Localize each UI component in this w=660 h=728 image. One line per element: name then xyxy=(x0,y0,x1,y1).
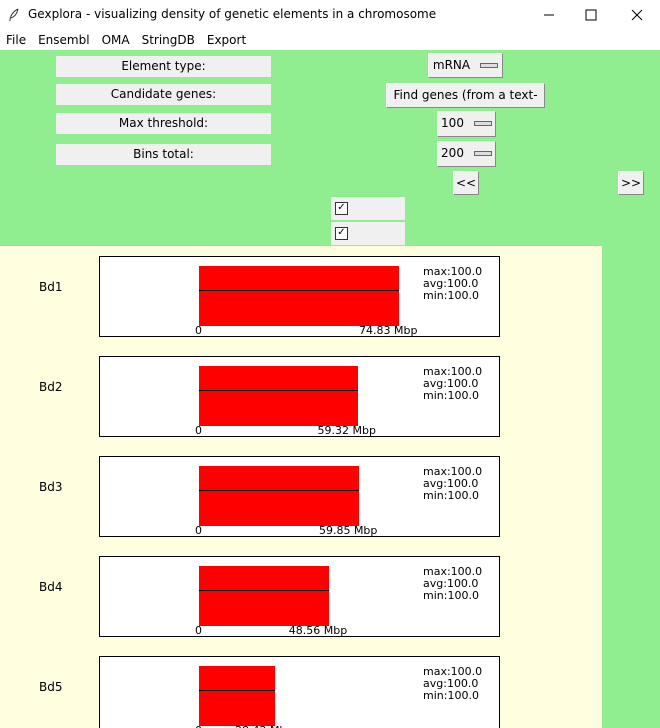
option-text: 200 xyxy=(441,146,464,160)
start-label: 0 xyxy=(195,524,202,537)
menu-item[interactable]: Ensembl xyxy=(38,33,90,47)
line-chart xyxy=(199,290,399,291)
start-label: 0 xyxy=(195,624,202,637)
stat-label: min:100.0 xyxy=(423,589,479,602)
stat-label: max:100.0 xyxy=(423,265,483,278)
label: Bins total: xyxy=(56,144,271,165)
chromosome-name: Bd4 xyxy=(39,580,63,594)
stat-label: min:100.0 xyxy=(423,389,479,402)
heatmap-checkbox[interactable]: ✓Heatmap xyxy=(331,222,405,263)
menu-item[interactable]: StringDB xyxy=(141,33,195,47)
chromosome-box: 0 48.56 Mbp max:100.0 avg:100.0 min:100.0 xyxy=(99,556,500,637)
stat-label: avg:100.0 xyxy=(423,577,479,590)
start-label: 0 xyxy=(195,725,202,728)
chromosome-name: Bd2 xyxy=(39,380,63,394)
app-icon xyxy=(9,8,19,22)
chromosome-box: 0 59.85 Mbp max:100.0 avg:100.0 min:100.0 xyxy=(99,456,500,537)
label: Candidate genes: xyxy=(56,84,271,105)
stat-label: min:100.0 xyxy=(423,289,479,302)
chromosome-name: Bd1 xyxy=(39,280,63,294)
chromosome-box: 0 74.83 Mbp max:100.0 avg:100.0 min:100.0 xyxy=(99,256,500,337)
density-bar xyxy=(199,566,329,626)
option-text: 100 xyxy=(441,116,464,130)
stat-label: min:100.0 xyxy=(423,489,479,502)
stat-label: avg:100.0 xyxy=(423,677,479,690)
label: Element type: xyxy=(56,56,271,77)
length-label: 59.85 Mbp xyxy=(318,524,378,537)
menu-item[interactable]: Export xyxy=(206,33,247,47)
option-text: mRNA xyxy=(432,58,471,72)
stat-label: max:100.0 xyxy=(423,465,483,478)
density-bar xyxy=(199,366,358,426)
next-button[interactable]: >> xyxy=(618,171,644,195)
line-chart xyxy=(199,590,329,591)
label: Max threshold: xyxy=(56,113,271,134)
stat-label: avg:100.0 xyxy=(423,477,479,490)
line-chart xyxy=(199,690,275,691)
density-bar xyxy=(199,266,399,326)
chromosome-panel: Bd1 0 74.83 Mbp max:100.0 avg:100.0 min:100.0… xyxy=(0,246,602,728)
find-genes-button[interactable]: Find genes (from a text-file) xyxy=(386,83,545,124)
stat-label: min:100.0 xyxy=(423,689,479,702)
line-chart xyxy=(199,490,359,491)
chromosome-box: 0 59.32 Mbp max:100.0 avg:100.0 min:100.0 xyxy=(99,356,500,437)
chromosome-name: Bd3 xyxy=(39,480,63,494)
stat-label: max:100.0 xyxy=(423,565,483,578)
chromosome-name: Bd5 xyxy=(39,680,63,694)
title-bar: Gexplora - visualizing density of geneti… xyxy=(0,0,660,30)
length-label: 48.56 Mbp xyxy=(288,624,348,637)
length-label: 28.42 Mbp xyxy=(235,725,293,728)
bins-total-menu[interactable]: 200 xyxy=(437,141,496,167)
stat-label: avg:100.0 xyxy=(423,377,479,390)
stat-label: avg:100.0 xyxy=(423,277,479,290)
stat-label: max:100.0 xyxy=(423,665,483,678)
window-title: Gexplora - visualizing density of geneti… xyxy=(28,7,437,21)
stat-label: max:100.0 xyxy=(423,365,483,378)
menu-item[interactable]: File xyxy=(6,33,27,47)
window-controls[interactable] xyxy=(540,0,660,30)
density-bar xyxy=(199,666,275,726)
length-label: 74.83 Mbp xyxy=(359,324,418,337)
max-threshold-menu[interactable]: 100 xyxy=(437,111,496,137)
prev-button[interactable]: << xyxy=(453,171,479,195)
start-label: 0 xyxy=(195,324,202,337)
line-chart xyxy=(199,390,358,391)
linechart-checkbox[interactable]: ✓Linechart xyxy=(331,197,405,238)
density-bar xyxy=(199,466,359,526)
start-label: 0 xyxy=(195,424,202,437)
element-type-menu[interactable]: mRNA xyxy=(428,53,503,78)
menu-item[interactable]: OMA xyxy=(101,33,130,47)
length-label: 59.32 Mbp xyxy=(317,424,376,437)
menu-bar: File Ensembl OMA StringDB Export xyxy=(0,30,660,50)
